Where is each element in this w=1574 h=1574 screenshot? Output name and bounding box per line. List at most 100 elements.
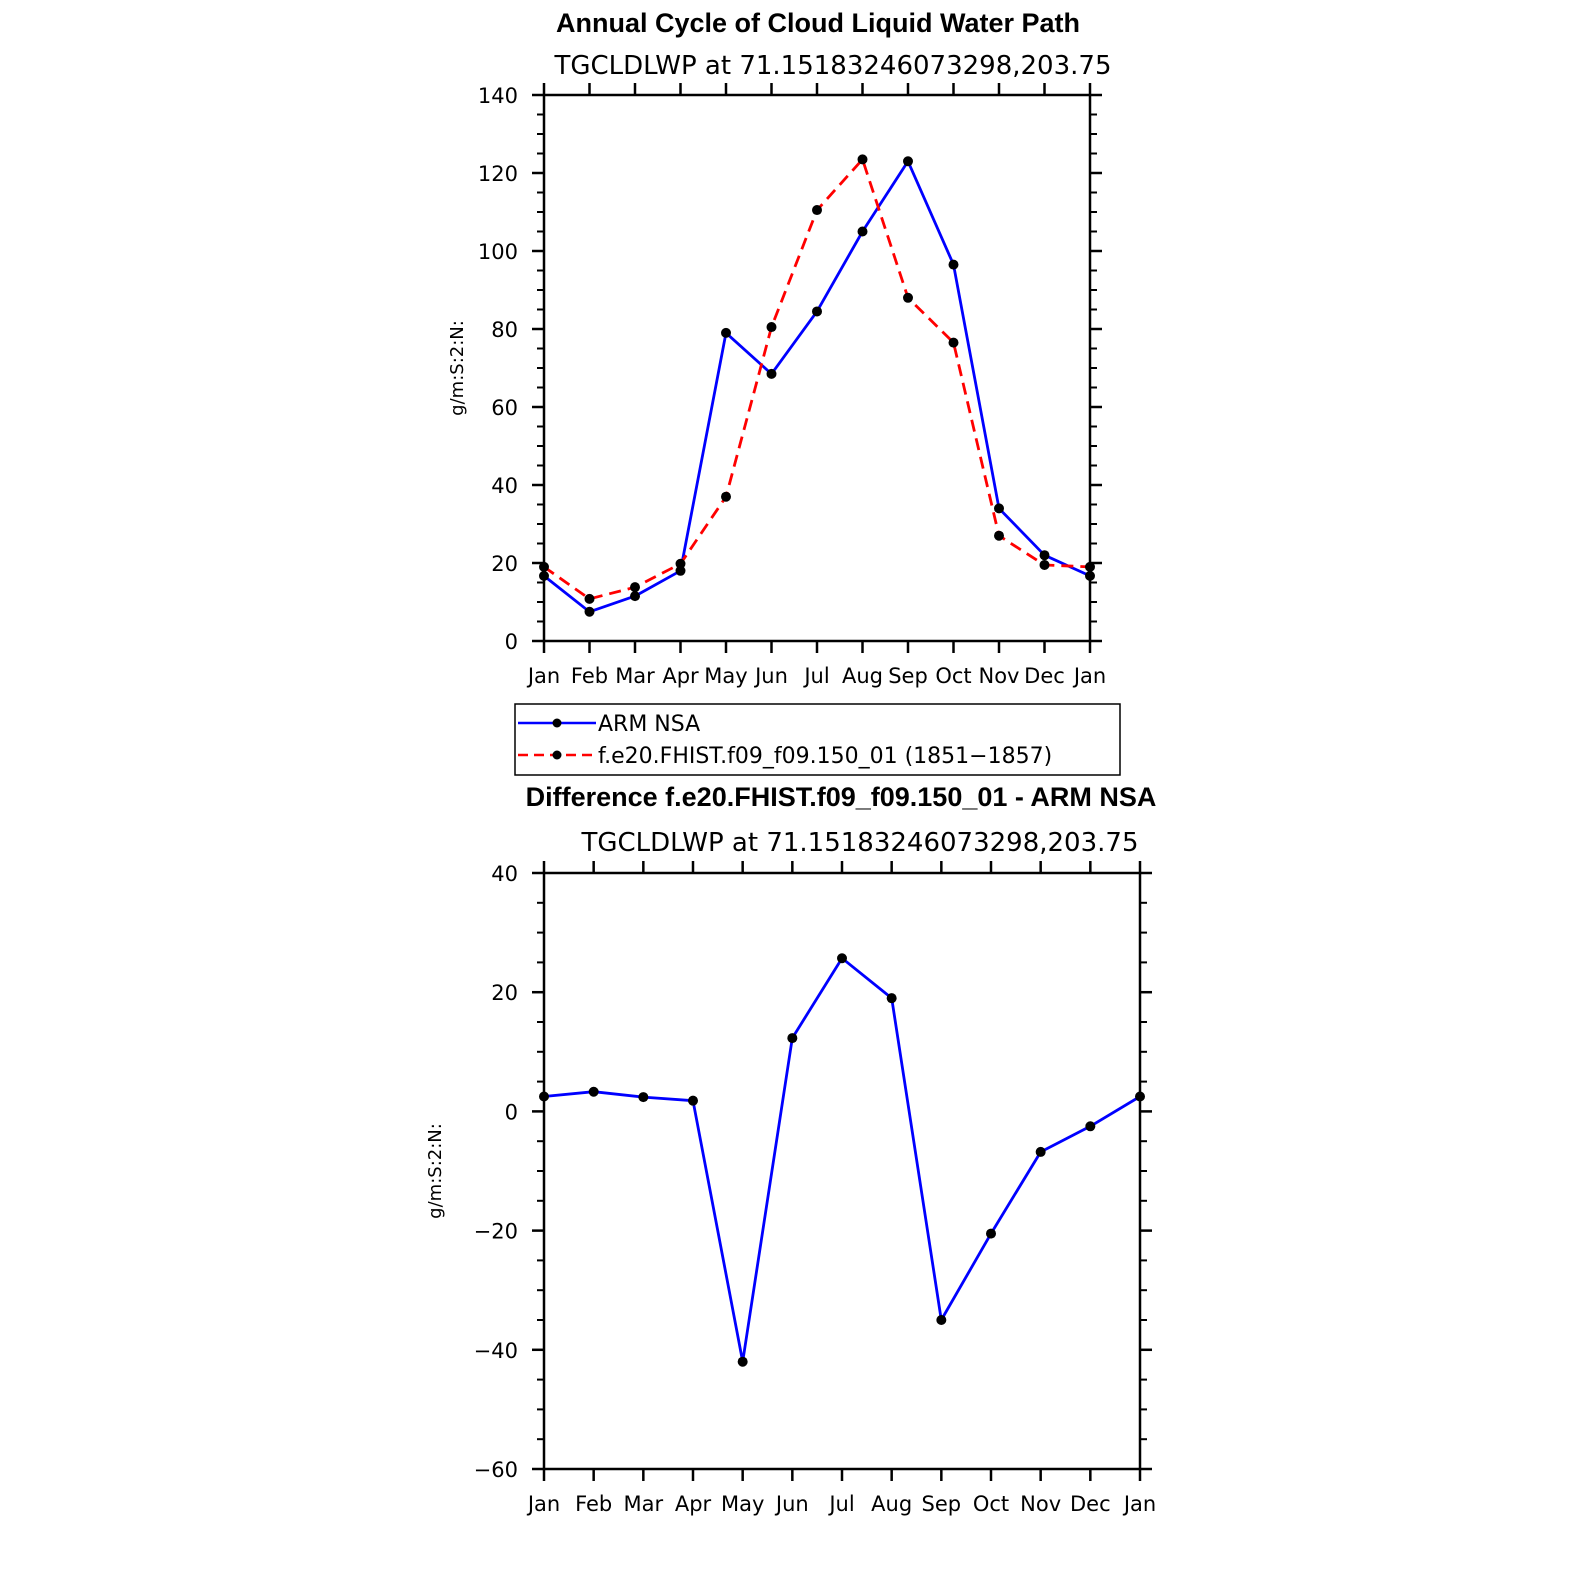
- x-tick-label: Aug: [842, 664, 883, 688]
- data-point-0: [539, 1091, 549, 1102]
- data-point-0: [1135, 1091, 1145, 1102]
- data-point-0: [837, 953, 847, 964]
- x-tick-label: Feb: [575, 1492, 612, 1516]
- data-point-1: [584, 593, 595, 604]
- data-point-1: [1039, 559, 1050, 570]
- series-layer: [539, 154, 1095, 617]
- data-point-1: [721, 491, 731, 502]
- data-point-1: [948, 337, 959, 348]
- data-point-0: [675, 565, 686, 576]
- data-point-0: [766, 368, 777, 379]
- series-layer: [539, 953, 1145, 1367]
- y-tick-label: 0: [505, 1100, 518, 1124]
- legend-marker-model: [552, 750, 562, 760]
- data-point-0: [986, 1228, 996, 1239]
- data-point-0: [948, 259, 959, 270]
- series-line-0: [543, 956, 1141, 1364]
- y-axis-label: g/m:S:2:N:: [425, 1123, 446, 1219]
- chart-title: Annual Cycle of Cloud Liquid Water Path: [556, 8, 1080, 38]
- series-line-1: [543, 157, 1091, 601]
- data-point-1: [630, 582, 640, 593]
- data-point-0: [857, 226, 868, 237]
- data-point-0: [721, 327, 731, 338]
- y-tick-label: 40: [491, 474, 518, 498]
- x-tick-label: May: [721, 1492, 764, 1516]
- data-point-1: [539, 561, 549, 572]
- y-tick-label: 80: [491, 318, 518, 342]
- x-tick-label: Nov: [979, 664, 1020, 688]
- data-point-0: [936, 1315, 947, 1325]
- x-tick-label: Jan: [1122, 1492, 1156, 1516]
- legend-box: [514, 703, 1121, 776]
- data-point-0: [787, 1033, 798, 1044]
- x-tick-label: Nov: [1020, 1492, 1061, 1516]
- x-tick-label: Sep: [922, 1492, 962, 1516]
- x-tick-label: Apr: [675, 1492, 712, 1516]
- legend-label-model: f.e20.FHIST.f09_f09.150_01 (1851−1857): [598, 744, 1052, 769]
- data-point-1: [766, 322, 777, 333]
- data-point-0: [1085, 1121, 1096, 1132]
- y-tick-label: −60: [474, 1458, 518, 1482]
- y-tick-label: 40: [491, 862, 518, 886]
- legend-marker-arm-nsa: [552, 718, 562, 728]
- x-tick-label: Jan: [526, 1492, 560, 1516]
- data-point-1: [1085, 561, 1095, 572]
- x-tick-label: Jan: [1072, 664, 1106, 688]
- x-tick-label: Dec: [1070, 1492, 1111, 1516]
- x-tick-label: Jan: [526, 664, 560, 688]
- data-point-0: [994, 503, 1004, 514]
- data-point-0: [638, 1092, 649, 1103]
- x-tick-label: Oct: [935, 664, 971, 688]
- x-tick-label: Jun: [774, 1492, 809, 1516]
- data-point-0: [1035, 1146, 1046, 1157]
- data-point-0: [688, 1095, 698, 1106]
- data-point-0: [886, 993, 897, 1004]
- x-tick-label: May: [704, 664, 747, 688]
- y-tick-label: −20: [474, 1220, 518, 1244]
- data-point-0: [1085, 570, 1095, 581]
- difference-chart: Difference f.e20.FHIST.f09_f09.150_01 - …: [425, 782, 1156, 1516]
- data-point-0: [812, 306, 822, 317]
- data-point-0: [588, 1086, 599, 1097]
- axis-ticks: Jan Feb Mar Apr May Jun Jul Aug Sep Oct Nov Dec Jan 0…: [478, 83, 1106, 688]
- data-point-1: [857, 154, 868, 165]
- y-tick-label: −40: [474, 1339, 518, 1363]
- data-point-0: [539, 570, 549, 581]
- data-point-1: [903, 292, 913, 303]
- x-tick-label: Jun: [753, 664, 788, 688]
- y-tick-label: 140: [478, 84, 518, 108]
- y-axis-label: g/m:S:2:N:: [447, 320, 468, 416]
- y-tick-label: 100: [478, 240, 518, 264]
- chart-subtitle: TGCLDLWP at 71.15183246073298,203.75: [553, 51, 1111, 81]
- legend: ARM NSA f.e20.FHIST.f09_f09.150_01 (1851…: [514, 703, 1121, 776]
- plot-frame: [542, 93, 1092, 643]
- x-tick-label: Jul: [802, 664, 829, 688]
- y-tick-label: 20: [491, 981, 518, 1005]
- y-tick-label: 20: [491, 552, 518, 576]
- chart-title: Difference f.e20.FHIST.f09_f09.150_01 - …: [526, 782, 1157, 812]
- x-tick-label: Oct: [973, 1492, 1009, 1516]
- x-tick-label: Mar: [624, 1492, 664, 1516]
- y-tick-label: 120: [478, 162, 518, 186]
- data-point-0: [737, 1356, 748, 1367]
- data-point-0: [584, 606, 595, 617]
- axis-ticks: Jan Feb Mar Apr May Jun Jul Aug Sep Oct Nov Dec Jan−…: [474, 861, 1156, 1516]
- data-point-1: [675, 558, 686, 569]
- x-tick-label: Apr: [662, 664, 699, 688]
- data-point-0: [903, 156, 913, 167]
- data-point-0: [1039, 550, 1050, 561]
- chart-subtitle: TGCLDLWP at 71.15183246073298,203.75: [580, 828, 1138, 858]
- data-point-1: [994, 530, 1004, 541]
- x-tick-label: Aug: [871, 1492, 912, 1516]
- y-tick-label: 0: [505, 630, 518, 654]
- x-tick-label: Feb: [571, 664, 608, 688]
- x-tick-label: Jul: [827, 1492, 854, 1516]
- series-line-0: [543, 159, 1091, 614]
- x-tick-label: Dec: [1024, 664, 1065, 688]
- data-point-0: [630, 591, 640, 602]
- x-tick-label: Sep: [888, 664, 928, 688]
- annual-cycle-chart: Annual Cycle of Cloud Liquid Water Path …: [447, 8, 1112, 688]
- x-tick-label: Mar: [615, 664, 655, 688]
- data-point-1: [812, 205, 822, 216]
